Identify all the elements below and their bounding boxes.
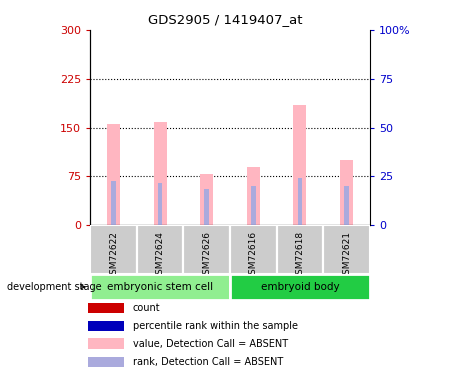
Bar bbox=[184, 225, 230, 274]
Bar bbox=[247, 166, 260, 225]
Bar bbox=[298, 178, 302, 225]
Text: GSM72624: GSM72624 bbox=[156, 231, 165, 280]
Bar bbox=[88, 303, 124, 313]
Bar bbox=[204, 189, 209, 225]
Text: value, Detection Call = ABSENT: value, Detection Call = ABSENT bbox=[133, 339, 288, 348]
Text: percentile rank within the sample: percentile rank within the sample bbox=[133, 321, 298, 331]
Text: development stage: development stage bbox=[7, 282, 101, 292]
Text: GSM72616: GSM72616 bbox=[249, 231, 258, 280]
Bar bbox=[340, 160, 353, 225]
Bar bbox=[111, 181, 116, 225]
Bar bbox=[230, 274, 370, 300]
Bar bbox=[251, 186, 256, 225]
Bar bbox=[88, 357, 124, 367]
Bar bbox=[154, 122, 166, 225]
Text: GSM72622: GSM72622 bbox=[109, 231, 118, 280]
Bar bbox=[90, 225, 137, 274]
Text: count: count bbox=[133, 303, 161, 313]
Bar bbox=[323, 225, 370, 274]
Bar bbox=[137, 225, 184, 274]
Bar bbox=[230, 225, 276, 274]
Bar bbox=[200, 174, 213, 225]
Text: GSM72621: GSM72621 bbox=[342, 231, 351, 280]
Bar bbox=[90, 274, 230, 300]
Text: GSM72618: GSM72618 bbox=[295, 231, 304, 280]
Bar bbox=[158, 183, 162, 225]
Bar bbox=[88, 321, 124, 331]
Text: GDS2905 / 1419407_at: GDS2905 / 1419407_at bbox=[148, 13, 303, 26]
Text: rank, Detection Call = ABSENT: rank, Detection Call = ABSENT bbox=[133, 357, 283, 367]
Bar bbox=[107, 124, 120, 225]
Text: embryonic stem cell: embryonic stem cell bbox=[107, 282, 213, 292]
Bar bbox=[88, 338, 124, 349]
Bar bbox=[276, 225, 323, 274]
Text: embryoid body: embryoid body bbox=[261, 282, 339, 292]
Bar bbox=[344, 186, 349, 225]
Text: GSM72626: GSM72626 bbox=[202, 231, 211, 280]
Bar bbox=[294, 105, 306, 225]
